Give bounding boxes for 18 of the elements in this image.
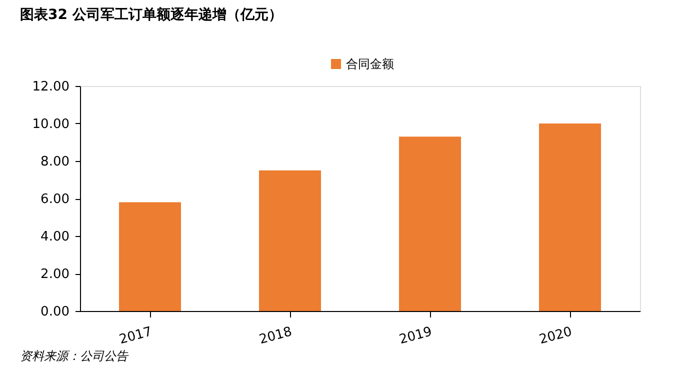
y-tick-label: 2.00	[40, 267, 70, 282]
chart-title: 图表32 公司军工订单额逐年递增（亿元）	[20, 6, 282, 23]
bar	[539, 124, 601, 311]
y-tick-label: 0.00	[40, 304, 70, 320]
bar	[399, 136, 461, 311]
x-tick-label: 2018	[258, 324, 294, 348]
y-tick-label: 10.00	[32, 117, 70, 132]
x-tick-label: 2020	[538, 324, 574, 348]
y-tick-label: 6.00	[40, 192, 70, 207]
x-tick-label: 2017	[118, 324, 154, 348]
legend-label: 合同金额	[346, 57, 394, 71]
bar	[259, 170, 321, 311]
y-tick-label: 4.00	[40, 230, 70, 244]
text: 资料来源：公司公告	[20, 349, 129, 363]
x-tick-label: 2019	[398, 324, 434, 348]
bar	[119, 202, 181, 311]
y-tick-label: 8.00	[40, 154, 70, 170]
y-tick-label: 12.00	[32, 80, 70, 94]
